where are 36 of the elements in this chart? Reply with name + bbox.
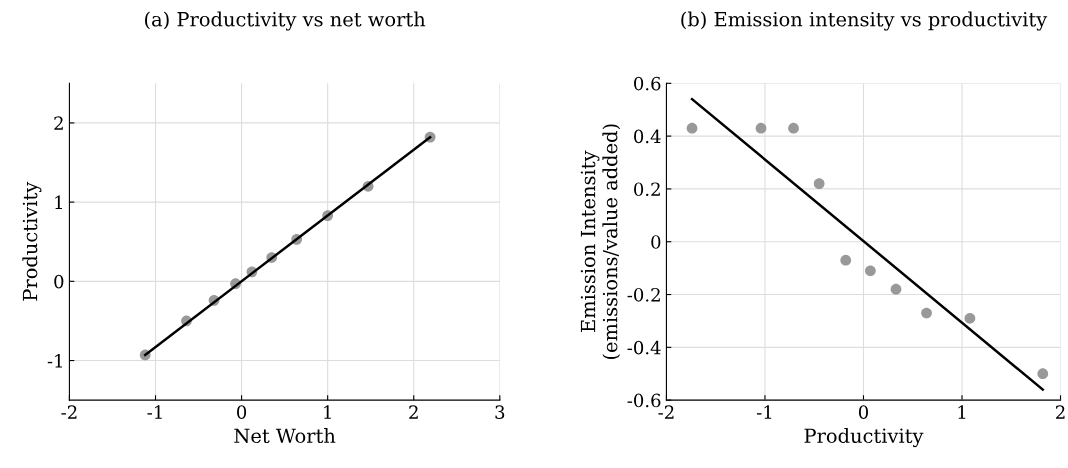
x-tick-label: -2 xyxy=(61,405,77,419)
point xyxy=(840,254,852,266)
point xyxy=(788,122,799,134)
x-tick-label: -1 xyxy=(756,405,772,419)
point xyxy=(964,312,976,324)
point xyxy=(865,265,876,277)
y-tick-label: -0.2 xyxy=(627,287,660,302)
y-tick-label: 0.2 xyxy=(634,182,660,197)
chart-title: (a) Productivity vs net worth xyxy=(145,11,426,31)
y-tick-label: -1 xyxy=(47,353,62,368)
x-tick-label: 2 xyxy=(409,405,418,419)
y-tick-label: 1 xyxy=(55,195,62,209)
x-tick-label: 3 xyxy=(495,405,505,419)
y-tick-label: 0 xyxy=(651,235,661,249)
point xyxy=(813,178,825,190)
point xyxy=(686,122,698,134)
y-axis-title: Productivity xyxy=(22,181,42,301)
x-tick-label: 0 xyxy=(237,405,247,419)
x-axis-title: Productivity xyxy=(804,428,924,448)
point xyxy=(890,283,902,295)
y-tick-label: 0.4 xyxy=(634,129,661,144)
y-axis-title: Emission Intensity (emissions/value added) xyxy=(580,124,621,360)
x-tick-label: 1 xyxy=(958,405,966,419)
x-tick-label: 1 xyxy=(324,405,331,419)
x-tick-label: -1 xyxy=(147,405,162,419)
x-axis-title: Net Worth xyxy=(234,428,336,444)
point xyxy=(1037,368,1049,380)
x-tick-label: 2 xyxy=(1056,405,1065,419)
y-tick-label: 2 xyxy=(54,116,63,130)
x-tick-label: 0 xyxy=(858,405,869,419)
y-tick-label: 0 xyxy=(54,274,64,289)
y-tick-label: 0.6 xyxy=(634,76,661,91)
y-tick-label: -0.4 xyxy=(627,340,661,355)
point xyxy=(921,307,932,319)
chart-title: (b) Emission intensity vs productivity xyxy=(681,11,1048,31)
point xyxy=(755,122,767,134)
